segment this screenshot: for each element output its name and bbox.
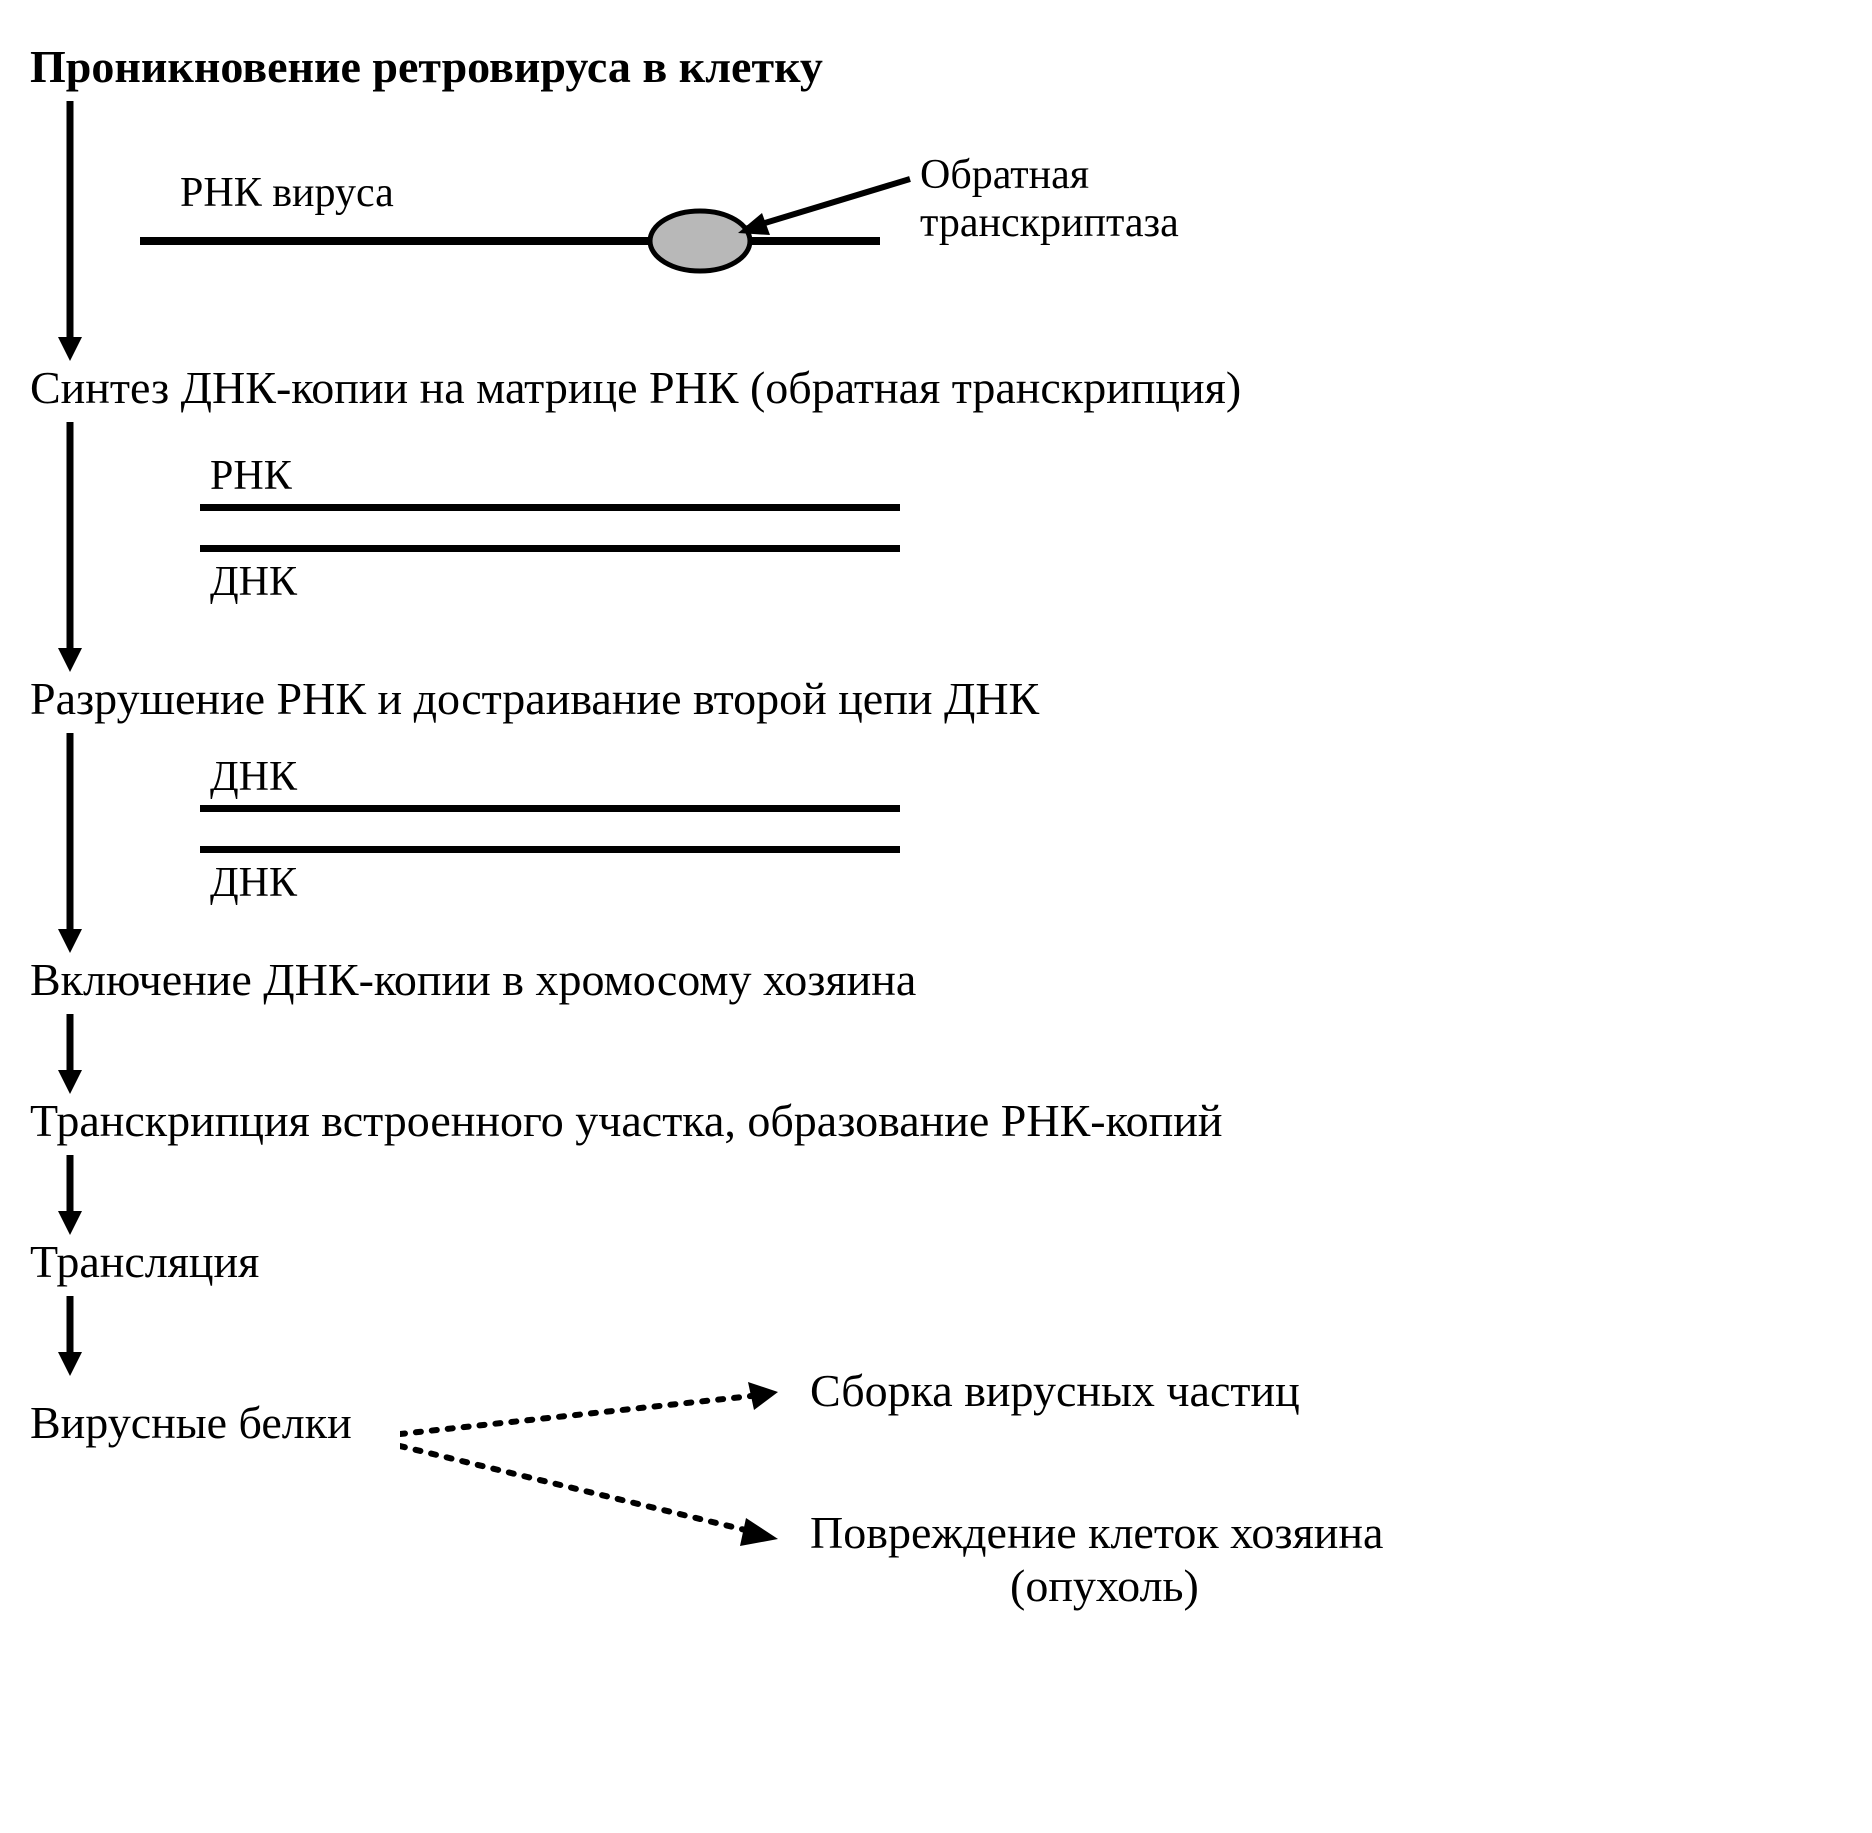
outcome-damage: Повреждение клеток хозяина (опухоль) bbox=[810, 1506, 1383, 1612]
strand-line bbox=[200, 805, 900, 812]
dsDNA: ДНК ДНК bbox=[200, 753, 900, 907]
step2-title: Синтез ДНК-копии на матрице РНК (обратна… bbox=[30, 361, 1842, 414]
step3-row: ДНК ДНК bbox=[30, 733, 1842, 953]
step4-arrow bbox=[30, 1014, 110, 1094]
step1-title: Проникновение ретровируса в клетку bbox=[30, 40, 1842, 93]
step1-row: РНК вируса Обратная транскриптаза bbox=[30, 101, 1842, 361]
step5-title: Транскрипция встроенного участка, образо… bbox=[30, 1094, 1842, 1147]
down-arrow-icon bbox=[50, 1155, 90, 1235]
strand-line bbox=[200, 846, 900, 853]
step6-title: Трансляция bbox=[30, 1235, 1842, 1288]
step5-arrow bbox=[30, 1155, 110, 1235]
strand-line bbox=[200, 545, 900, 552]
down-arrow-icon bbox=[50, 422, 90, 672]
down-arrow-icon bbox=[50, 1296, 90, 1376]
step1-arrow-col bbox=[30, 101, 110, 361]
step3-title: Разрушение РНК и достраивание второй цеп… bbox=[30, 672, 1842, 725]
down-arrow-icon bbox=[50, 101, 90, 361]
step3-arrow-col bbox=[30, 733, 110, 953]
step1-content: РНК вируса Обратная транскриптаза bbox=[140, 101, 1842, 291]
step6-arrow bbox=[30, 1296, 110, 1376]
down-arrow-icon bbox=[50, 1014, 90, 1094]
outcome-damage-line2: (опухоль) bbox=[1010, 1559, 1199, 1612]
dna-label-bottom: ДНК bbox=[210, 859, 900, 907]
step2-content: РНК ДНК bbox=[140, 422, 1842, 616]
outcome-damage-line1: Повреждение клеток хозяина bbox=[810, 1507, 1383, 1558]
step2-arrow-col bbox=[30, 422, 110, 672]
step4-title: Включение ДНК-копии в хромосому хозяина bbox=[30, 953, 1842, 1006]
step3-content: ДНК ДНК bbox=[140, 733, 1842, 917]
rna-label: РНК bbox=[210, 452, 900, 500]
strand-line bbox=[200, 504, 900, 511]
step7-block: Вирусные белки Сборка вирусных частиц По… bbox=[30, 1376, 1842, 1636]
dna-label-top: ДНК bbox=[210, 753, 900, 801]
rna-dna-hybrid: РНК ДНК bbox=[200, 452, 900, 606]
step7-title: Вирусные белки bbox=[30, 1396, 352, 1449]
step2-row: РНК ДНК bbox=[30, 422, 1842, 672]
outcome-assembly: Сборка вирусных частиц bbox=[810, 1364, 1300, 1417]
down-arrow-icon bbox=[50, 733, 90, 953]
dna-label: ДНК bbox=[210, 558, 900, 606]
enzyme-label: Обратная транскриптаза bbox=[920, 151, 1240, 247]
